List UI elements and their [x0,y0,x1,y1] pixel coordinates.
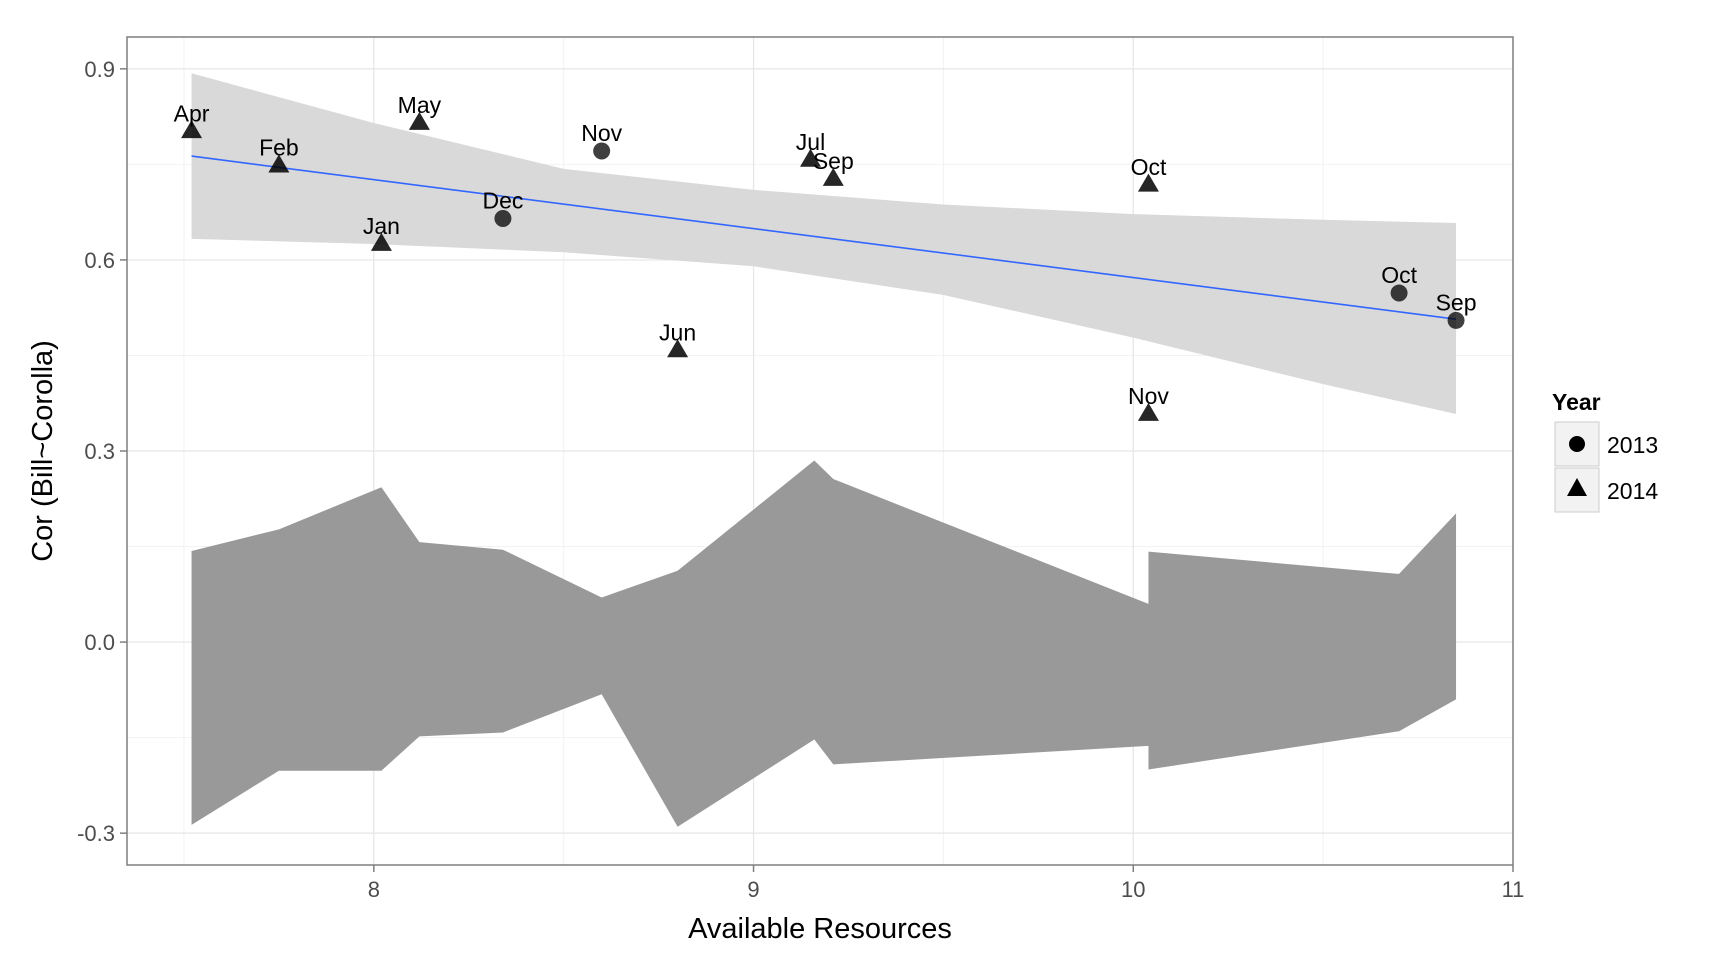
point-2014-jul [800,148,822,167]
point-label-2013-dec: Dec [482,188,523,214]
point-2013-dec [494,210,512,228]
point-label-2014-sep: Sep [813,148,854,174]
legend-title: Year [1552,389,1601,415]
point-label-2014-jul: Jul [796,129,825,155]
data-points [181,111,1465,421]
point-2014-may [408,111,430,130]
legend: Year 2013 2014 [1552,389,1658,513]
point-2014-jan [370,232,392,251]
null-envelope-polygon [191,460,1457,827]
x-tick-label: 8 [368,877,380,902]
point-label-2013-sep: Sep [1436,289,1477,315]
axis-ticks: 8 9 10 11 -0.3 0.0 0.3 0.6 0.9 [77,57,1524,902]
y-tick-label: 0.9 [84,57,115,82]
point-2013-nov [593,142,611,160]
point-2014-jun [667,339,689,358]
legend-circle-icon [1569,436,1585,452]
point-2014-oct [1137,173,1159,192]
point-2014-nov [1137,402,1159,421]
point-2013-oct [1390,284,1408,302]
point-2014-feb [268,154,290,173]
point-label-2014-apr: Apr [174,100,210,126]
point-label-2014-feb: Feb [259,135,299,161]
point-label-2014-jun: Jun [659,319,696,345]
point-2014-apr [181,120,203,139]
point-label-2014-oct: Oct [1131,154,1167,180]
null-envelope-area [191,460,1457,827]
point-label-2013-nov: Nov [581,120,622,146]
y-axis-title: Cor (Bill~Corolla) [27,340,59,562]
point-2013-sep [1447,311,1465,329]
confidence-band [191,73,1457,415]
point-label-2013-oct: Oct [1381,262,1417,288]
x-tick-label: 10 [1121,877,1145,902]
y-tick-label: 0.3 [84,439,115,464]
legend-label-2013: 2013 [1607,432,1658,458]
legend-label-2014: 2014 [1607,478,1658,504]
x-axis-title: Available Resources [688,913,952,945]
trend-line [191,155,1457,320]
point-label-2014-nov: Nov [1128,383,1169,409]
confidence-band-polygon [191,73,1457,415]
trend-line-segment [191,155,1457,320]
point-label-2014-jan: Jan [363,213,400,239]
x-tick-label: 11 [1502,877,1525,902]
y-tick-label: 0.6 [84,248,115,273]
y-tick-label: -0.3 [77,821,115,846]
legend-triangle-icon [1567,478,1587,496]
point-label-2014-may: May [398,92,442,118]
y-tick-label: 0.0 [84,630,115,655]
point-2014-sep [822,167,844,186]
x-tick-label: 9 [747,877,759,902]
